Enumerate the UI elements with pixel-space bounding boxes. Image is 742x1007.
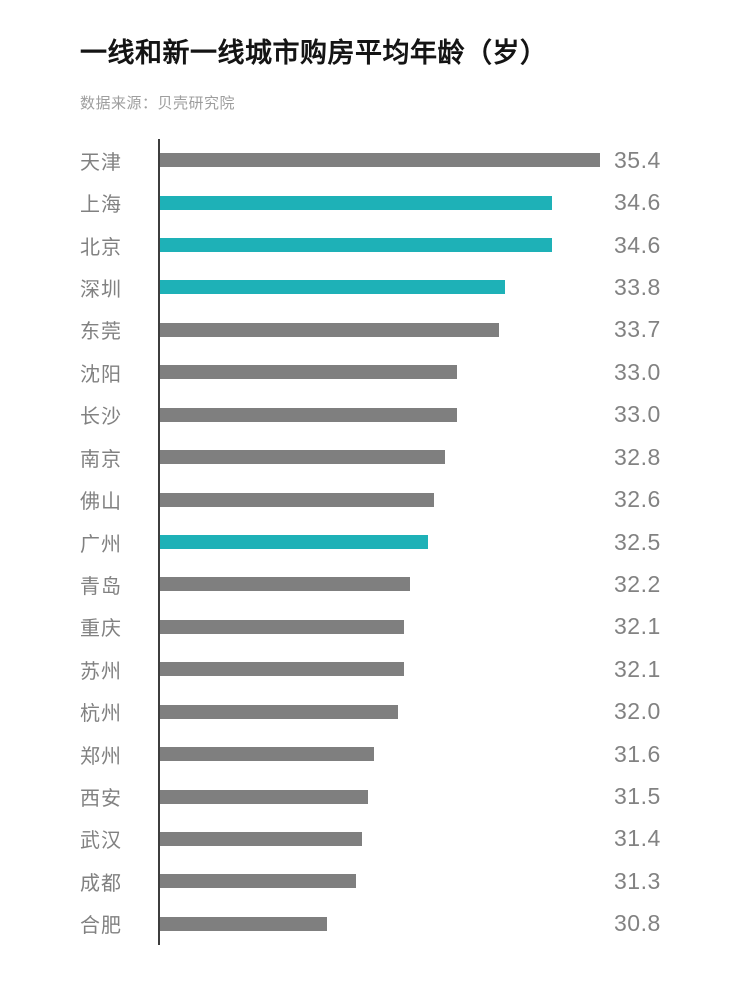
bar-track	[158, 775, 604, 818]
bar	[160, 704, 398, 719]
chart-row: 青岛 32.2	[80, 563, 680, 606]
category-label: 杭州	[80, 703, 122, 726]
value-label: 32.1	[614, 613, 661, 640]
chart-row: 合肥 30.8	[80, 902, 680, 946]
chart-row: 武汉 31.4	[80, 817, 680, 861]
chart-row: 佛山 32.6	[80, 478, 680, 521]
category-label: 广州	[80, 533, 122, 556]
bar	[160, 874, 357, 889]
value-label: 31.6	[614, 740, 661, 767]
bar	[160, 747, 375, 762]
bar-track	[158, 393, 604, 436]
category-label: 东莞	[80, 321, 122, 344]
value-label: 33.0	[614, 401, 661, 428]
bar-track	[158, 563, 604, 606]
bar-track	[158, 520, 604, 564]
category-label: 郑州	[80, 745, 122, 768]
category-label: 合肥	[80, 915, 122, 938]
value-label: 31.3	[614, 867, 661, 894]
category-label: 天津	[80, 151, 122, 174]
bar-track	[158, 690, 604, 733]
bar-track	[158, 817, 604, 861]
bar	[160, 577, 410, 592]
chart-row: 广州 32.5	[80, 520, 680, 564]
bar	[160, 916, 327, 931]
bar-track	[158, 139, 604, 182]
category-label: 西安	[80, 788, 122, 811]
category-label: 佛山	[80, 491, 122, 514]
bar	[160, 450, 446, 465]
bar	[160, 153, 600, 168]
value-label: 33.7	[614, 316, 661, 343]
category-label: 武汉	[80, 830, 122, 853]
value-label: 32.8	[614, 443, 661, 470]
bar	[160, 662, 404, 677]
value-label: 33.8	[614, 273, 661, 300]
bar	[160, 407, 458, 422]
bar-track	[158, 266, 604, 309]
chart-row: 长沙 33.0	[80, 393, 680, 436]
bar	[160, 831, 363, 846]
bar	[160, 492, 434, 507]
value-label: 30.8	[614, 910, 661, 937]
chart-row: 北京 34.6	[80, 223, 680, 267]
category-label: 深圳	[80, 278, 122, 301]
category-label: 沈阳	[80, 363, 122, 386]
bar-highlighted	[160, 238, 553, 253]
chart-row: 上海 34.6	[80, 181, 680, 224]
bar-highlighted	[160, 195, 553, 210]
category-label: 长沙	[80, 406, 122, 429]
value-label: 34.6	[614, 189, 661, 216]
chart-row: 东莞 33.7	[80, 308, 680, 352]
value-label: 32.6	[614, 486, 661, 513]
chart-title: 一线和新一线城市购房平均年龄（岁）	[80, 38, 548, 68]
category-label: 南京	[80, 448, 122, 471]
bar-track	[158, 902, 604, 946]
value-label: 32.2	[614, 570, 661, 597]
bar-track	[158, 351, 604, 394]
chart-row: 成都 31.3	[80, 860, 680, 903]
value-label: 32.1	[614, 655, 661, 682]
category-label: 重庆	[80, 618, 122, 641]
chart-row: 重庆 32.1	[80, 605, 680, 649]
bar	[160, 789, 369, 804]
bar-track	[158, 732, 604, 776]
chart-row: 苏州 32.1	[80, 648, 680, 691]
bar-track	[158, 478, 604, 521]
chart-row: 沈阳 33.0	[80, 351, 680, 394]
value-label: 31.5	[614, 783, 661, 810]
bar-highlighted	[160, 280, 505, 295]
bar-track	[158, 435, 604, 479]
value-label: 32.0	[614, 698, 661, 725]
bar-track	[158, 648, 604, 691]
bar-track	[158, 181, 604, 224]
bar	[160, 322, 499, 337]
chart-row: 西安 31.5	[80, 775, 680, 818]
chart-row: 南京 32.8	[80, 435, 680, 479]
category-label: 成都	[80, 872, 122, 895]
bar-track	[158, 605, 604, 649]
horizontal-bar-chart: 天津 35.4 上海 34.6 北京 34.6 深圳 33.8 东莞 33.7 沈阳 33.0 长沙 33…	[80, 139, 680, 946]
chart-row: 深圳 33.8	[80, 266, 680, 309]
bar-track	[158, 308, 604, 352]
value-label: 32.5	[614, 528, 661, 555]
value-label: 34.6	[614, 231, 661, 258]
bar	[160, 619, 404, 634]
value-label: 33.0	[614, 358, 661, 385]
category-label: 北京	[80, 236, 122, 259]
value-label: 31.4	[614, 825, 661, 852]
bar	[160, 365, 458, 380]
bar-track	[158, 860, 604, 903]
bar-track	[158, 223, 604, 267]
chart-row: 郑州 31.6	[80, 732, 680, 776]
bar-highlighted	[160, 535, 428, 549]
value-label: 35.4	[614, 146, 661, 173]
chart-row: 杭州 32.0	[80, 690, 680, 733]
data-source-note: 数据来源：贝壳研究院	[80, 95, 236, 112]
category-label: 青岛	[80, 575, 122, 598]
chart-row: 天津 35.4	[80, 139, 680, 182]
category-label: 上海	[80, 194, 122, 217]
category-label: 苏州	[80, 660, 122, 683]
